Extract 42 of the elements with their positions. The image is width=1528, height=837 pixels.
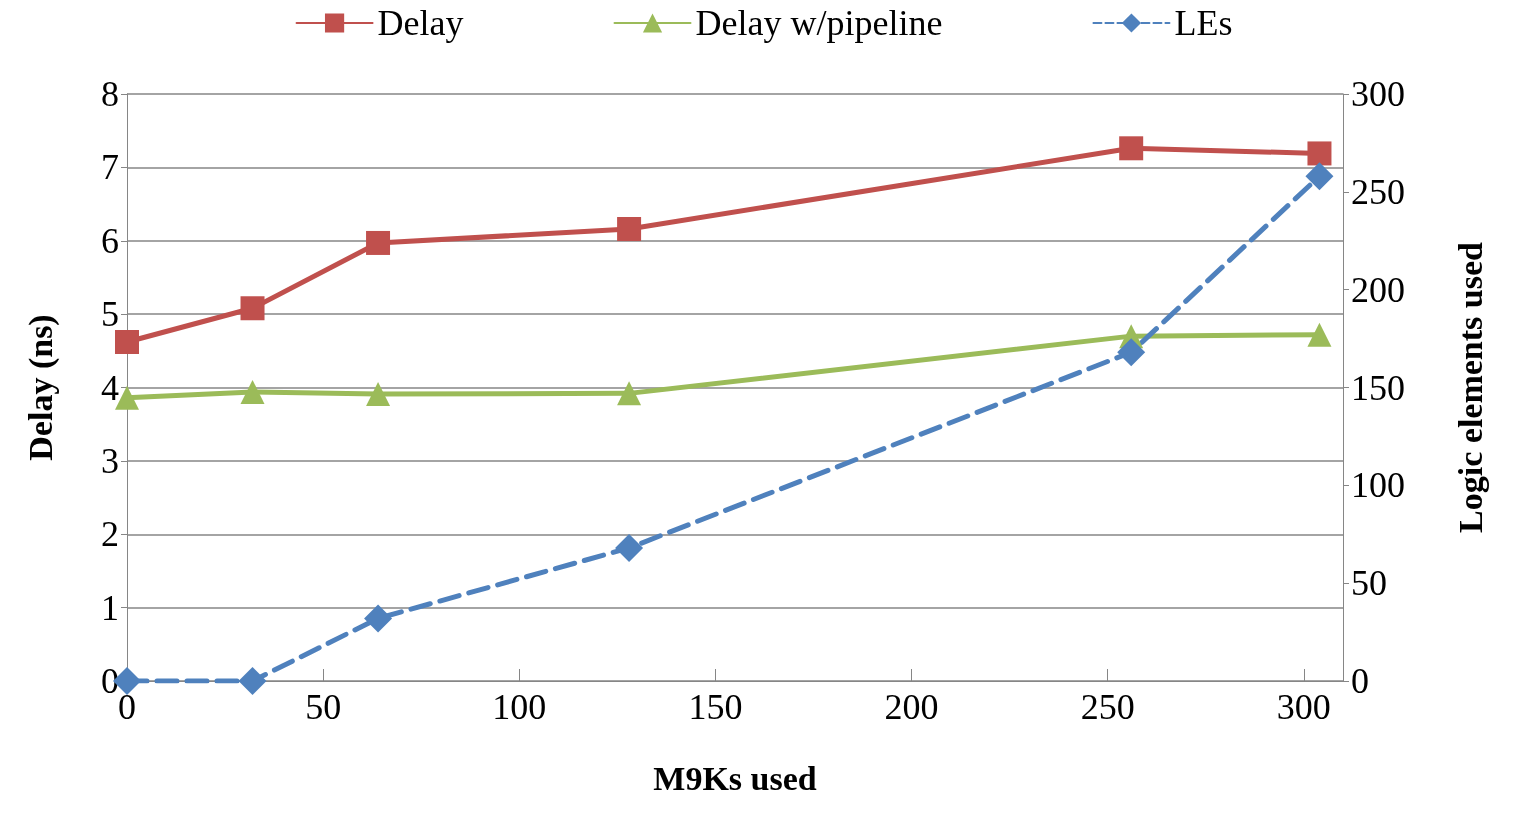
y2-axis-title: Logic elements used xyxy=(1451,241,1489,533)
y2-tick-label: 200 xyxy=(1351,269,1405,310)
point xyxy=(366,230,391,255)
y-tick-label: 2 xyxy=(101,514,119,555)
y-tick-label: 8 xyxy=(101,74,119,114)
y2-tick-label: 100 xyxy=(1351,465,1405,506)
legend-label: LEs xyxy=(1174,3,1233,43)
point xyxy=(617,381,642,406)
y-tick-label: 1 xyxy=(101,587,119,628)
legend-label: Delay w/pipeline xyxy=(695,3,943,43)
y2-tick-label: 300 xyxy=(1351,74,1405,114)
point xyxy=(617,217,642,242)
point xyxy=(1305,162,1334,191)
point xyxy=(240,296,265,321)
point xyxy=(1117,338,1146,367)
point xyxy=(364,604,393,633)
point xyxy=(615,533,644,562)
point xyxy=(115,330,139,355)
point xyxy=(1307,141,1332,166)
x-tick-label: 300 xyxy=(1276,687,1331,727)
x-tick-label: 100 xyxy=(492,687,547,727)
y2-tick-label: 150 xyxy=(1351,367,1405,408)
y-tick-label: 3 xyxy=(101,440,119,481)
y2-tick-label: 250 xyxy=(1351,171,1405,212)
y-tick-label: 6 xyxy=(101,220,119,261)
y-tick-label: 7 xyxy=(101,147,119,188)
x-tick-label: 250 xyxy=(1080,687,1135,727)
legend-label: Delay xyxy=(377,3,464,43)
point xyxy=(1119,136,1144,161)
x-axis-title: M9Ks used xyxy=(653,759,817,797)
y-tick-label: 4 xyxy=(101,367,119,408)
x-tick-label: 50 xyxy=(305,687,342,727)
y2-tick-label: 50 xyxy=(1351,563,1387,604)
y2-tick-label: 0 xyxy=(1351,661,1369,701)
y-tick-label: 5 xyxy=(101,294,119,335)
point xyxy=(366,382,391,407)
x-tick-label: 200 xyxy=(884,687,939,727)
y-axis-title: Delay (ns) xyxy=(21,314,60,461)
point xyxy=(238,667,267,695)
point xyxy=(1307,322,1332,347)
point xyxy=(240,379,265,404)
x-tick-label: 150 xyxy=(688,687,743,727)
